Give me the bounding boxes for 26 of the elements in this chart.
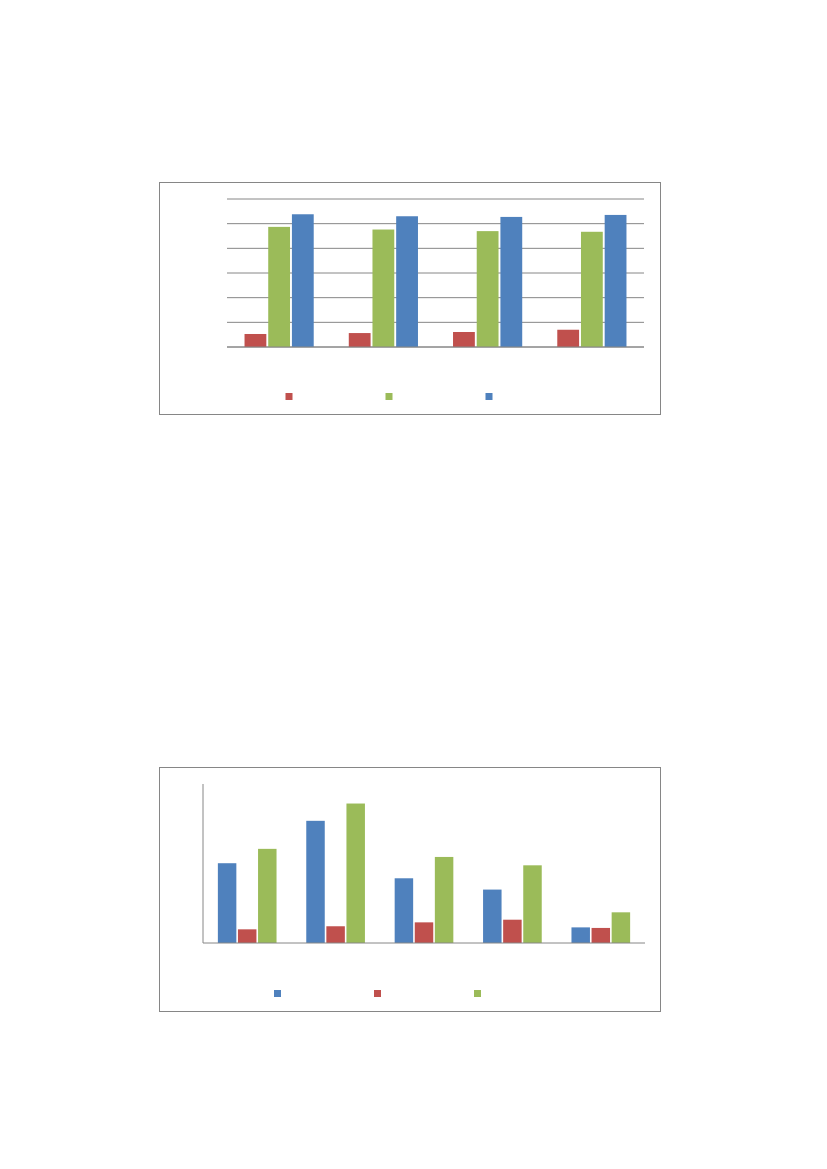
bar [557,329,580,347]
bar [604,214,627,347]
bar [346,803,365,943]
bar [611,912,631,943]
bar [394,878,414,943]
bar [237,929,257,943]
bar [453,332,475,347]
bar [591,927,611,943]
bar [571,927,590,943]
bar [414,922,434,943]
bar [268,226,291,347]
bar [483,889,502,943]
bar [291,214,314,347]
bar [258,848,277,943]
bar [523,865,542,943]
bar [434,856,454,943]
bar [476,231,499,347]
bar [217,863,237,943]
bar [348,333,371,347]
bar [503,919,522,943]
bar [580,231,603,347]
bar [500,216,523,347]
bar [372,229,395,347]
bar [306,820,325,943]
bar [326,926,345,943]
bar [396,216,418,347]
